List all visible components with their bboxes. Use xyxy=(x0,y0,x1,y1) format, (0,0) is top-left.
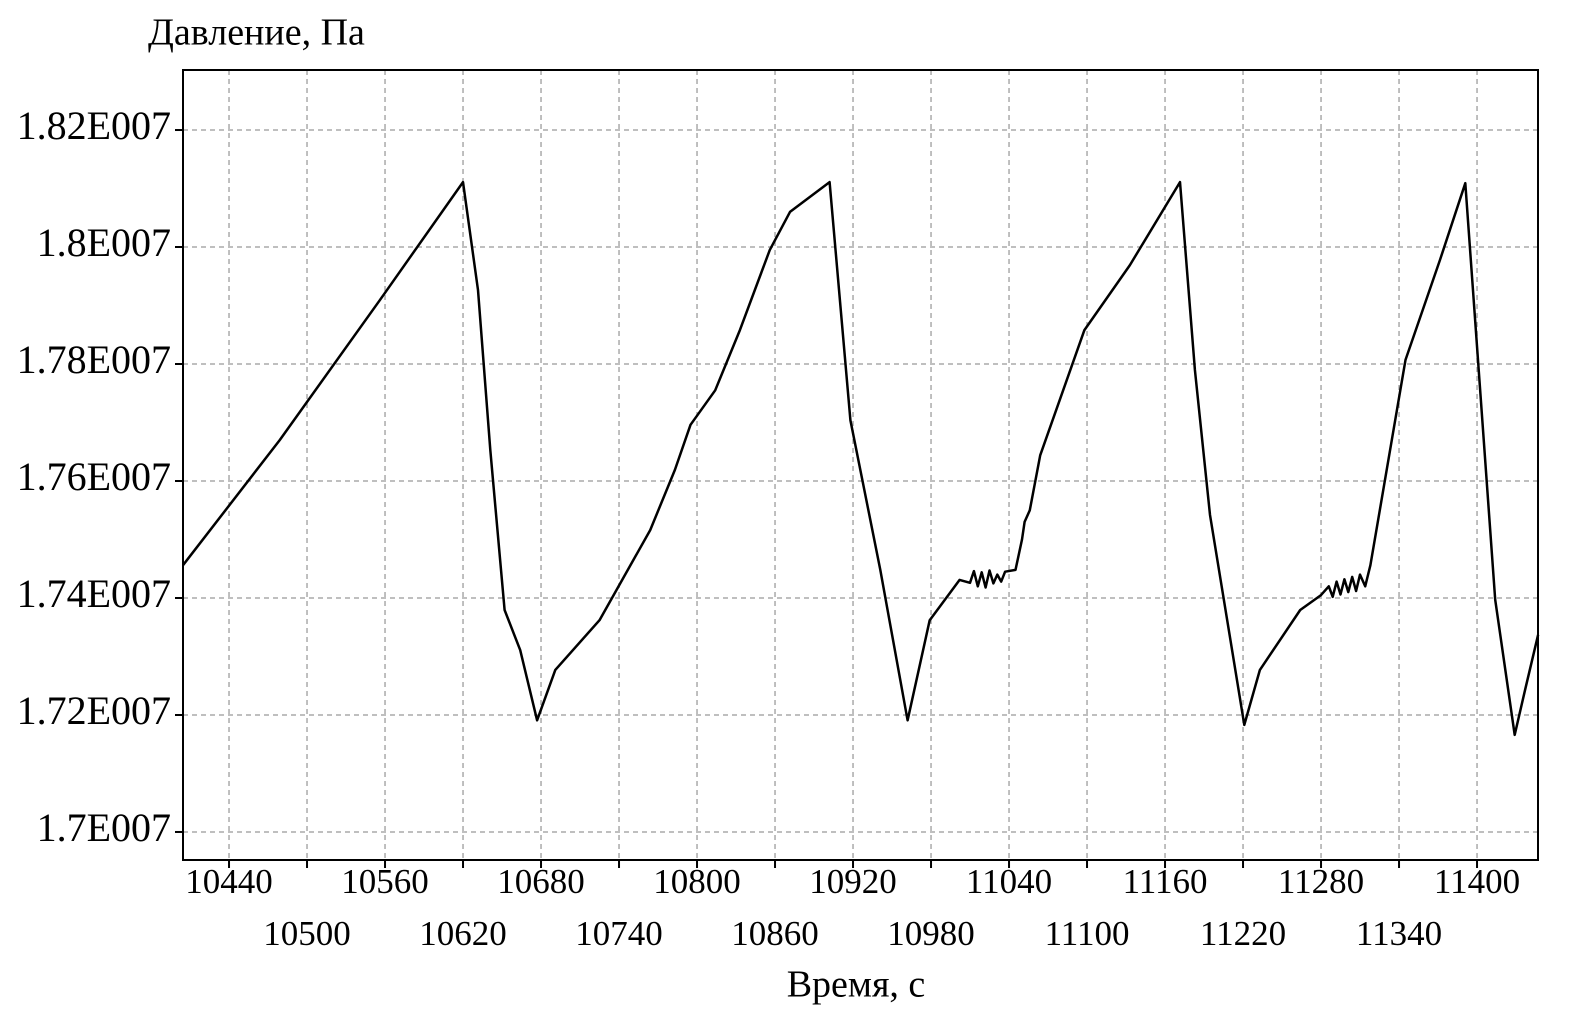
x-tick-label: 11220 xyxy=(1200,914,1286,953)
x-tick-label: 10560 xyxy=(341,862,429,901)
x-tick-label: 10800 xyxy=(653,862,741,901)
x-tick-label: 10740 xyxy=(575,914,663,953)
x-tick-label: 10440 xyxy=(185,862,273,901)
x-tick-label: 10980 xyxy=(887,914,975,953)
x-tick-label: 11040 xyxy=(966,862,1052,901)
x-tick-label: 11100 xyxy=(1045,914,1130,953)
y-tick-label: 1.78E007 xyxy=(17,337,171,382)
x-tick-label: 10920 xyxy=(809,862,897,901)
x-tick-label: 10860 xyxy=(731,914,819,953)
x-tick-label: 11400 xyxy=(1434,862,1520,901)
y-tick-label: 1.7E007 xyxy=(37,805,171,850)
plot-frame xyxy=(182,69,1539,861)
y-tick-label: 1.76E007 xyxy=(17,454,171,499)
y-tick-label: 1.8E007 xyxy=(37,220,171,265)
y-axis-label: Давление, Па xyxy=(148,12,365,54)
x-tick-label: 11280 xyxy=(1278,862,1364,901)
y-tick-label: 1.82E007 xyxy=(17,103,171,148)
line xyxy=(182,180,1540,737)
x-tick-label: 11340 xyxy=(1356,914,1442,953)
x-axis-label: Время, с xyxy=(787,964,926,1006)
x-tick-label: 10500 xyxy=(263,914,351,953)
y-tick-label: 1.72E007 xyxy=(17,688,171,733)
x-tick-label: 10680 xyxy=(497,862,585,901)
x-tick-label: 11160 xyxy=(1123,862,1208,901)
x-tick-label: 10620 xyxy=(419,914,507,953)
y-tick-label: 1.74E007 xyxy=(17,571,171,616)
